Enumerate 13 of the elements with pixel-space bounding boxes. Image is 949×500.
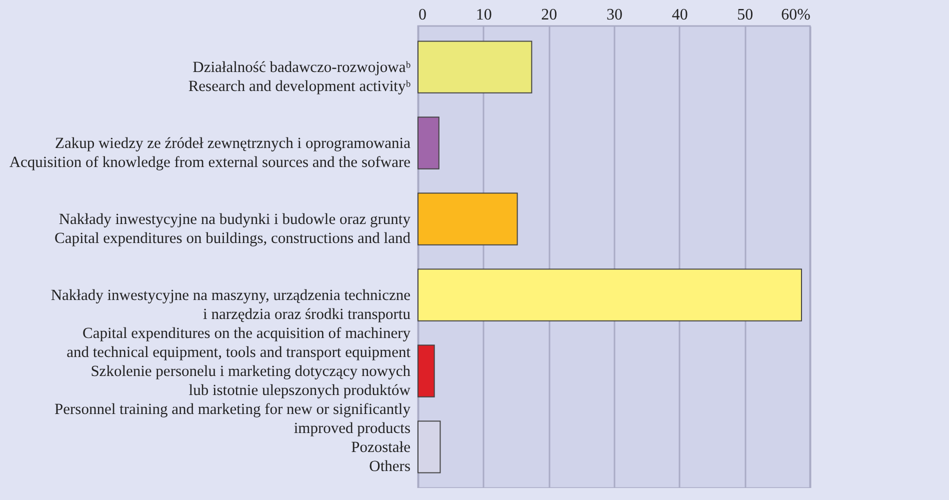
y-tick-label: Nakłady inwestycyjne na maszyny, urządzenia techniczne i narzędzia oraz środki transportu Capital expenditures on the acquisition of machinery and technical equipment, tools and transport equipment xyxy=(50,286,412,361)
x-tick-label: 20 xyxy=(541,6,558,24)
x-tick-label: 60% xyxy=(781,6,810,24)
x-tick-label: 40 xyxy=(672,6,688,24)
y-tick-label: Działalność badawczo-rozwojowaᵇ Research and development activityᵇ xyxy=(188,59,411,96)
x-tick-label: 50 xyxy=(737,6,754,24)
x-tick-label: 0 xyxy=(418,6,426,24)
x-tick-label: 30 xyxy=(606,6,622,24)
y-tick-label: Pozostałe Others xyxy=(351,438,411,475)
y-tick-label: Zakup wiedzy ze źródeł zewnętrznych i oprogramowania Acquisition of knowledge from external sources and the sofware xyxy=(9,135,411,172)
x-tick-label: 10 xyxy=(476,6,492,24)
y-tick-label: Nakłady inwestycyjne na budynki i budowle oraz grunty Capital expenditures on buildings, constructions and land xyxy=(54,211,411,248)
y-tick-label: Szkolenie personelu i marketing dotyczący nowych lub istotnie ulepszonych produktów Personnel training and marketing for new or significantly improved products xyxy=(54,362,412,437)
